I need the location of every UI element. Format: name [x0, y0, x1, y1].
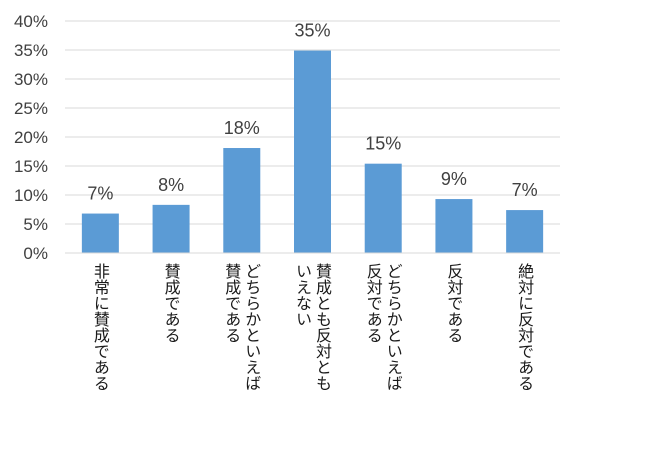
y-tick-label: 0% [23, 244, 48, 263]
data-labels: 7% 8% 18% 35% 15% 9% 7% [87, 21, 537, 204]
y-tick-label: 40% [14, 12, 48, 31]
bar [152, 204, 190, 253]
category-label: 非常に賛成である [91, 263, 110, 391]
category-label: どちらかといえば [384, 263, 403, 391]
bar [223, 148, 261, 253]
bar [506, 210, 544, 253]
bars [81, 50, 544, 253]
y-tick-label: 15% [14, 157, 48, 176]
y-tick-label: 20% [14, 128, 48, 147]
bar [81, 213, 119, 253]
y-tick-label: 5% [23, 215, 48, 234]
y-tick-label: 35% [14, 41, 48, 60]
category-label: 賛成とも反対とも [313, 263, 332, 391]
y-axis-ticks: 0% 5% 10% 15% 20% 25% 30% 35% 40% [14, 12, 48, 263]
data-label: 35% [294, 21, 330, 41]
data-label: 9% [441, 169, 467, 189]
category-label: 反対である [444, 263, 463, 343]
y-tick-label: 25% [14, 99, 48, 118]
data-label: 15% [365, 134, 401, 154]
data-label: 18% [224, 118, 260, 138]
y-tick-label: 30% [14, 70, 48, 89]
bar [294, 50, 331, 253]
data-label: 8% [158, 175, 184, 195]
data-label: 7% [87, 184, 113, 204]
category-label: 賛成である [162, 263, 181, 343]
category-label: 賛成である [222, 263, 241, 343]
data-label: 7% [512, 180, 538, 200]
bar [364, 163, 402, 253]
bar [435, 199, 473, 253]
category-label: 絶対に反対である [515, 263, 534, 391]
category-label: 反対である [364, 263, 383, 343]
y-tick-label: 10% [14, 186, 48, 205]
category-label: どちらかといえば [242, 263, 261, 391]
category-label: いえない [293, 263, 312, 327]
